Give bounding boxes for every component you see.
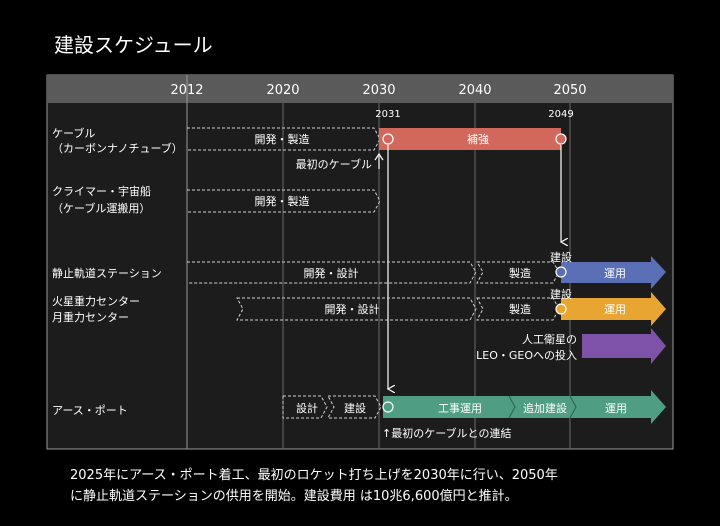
station-build-label: 建設	[550, 250, 572, 264]
year-label-2050: 2050	[553, 83, 586, 98]
port-works-label: 工事運用	[438, 402, 482, 415]
satellite-insertion-label-2: LEO・GEOへの投入	[476, 348, 577, 362]
row-label-mars-center: 火星重力センター	[52, 294, 140, 308]
first-cable-arrowhead	[374, 152, 384, 161]
centers-ops-bar	[561, 292, 666, 326]
page-title: 建設スケジュール	[54, 33, 213, 57]
port-design-label: 設計	[296, 401, 318, 415]
centers-mfg-bar	[476, 297, 560, 321]
centers-build-milestone	[555, 303, 567, 315]
cable-end-milestone	[555, 133, 567, 145]
marker-2049-label: 2049	[548, 109, 573, 120]
first-cable-annotation: 最初のケーブル	[296, 157, 372, 171]
year-header	[47, 75, 673, 103]
row-label-earth-port: アース・ポート	[52, 404, 128, 417]
station-mfg-label: 製造	[509, 266, 531, 280]
row-label-cable-sub: （カーボンナノチューブ）	[52, 141, 183, 155]
cable-start-milestone	[382, 133, 394, 145]
centers-dev-label: 開発・設計	[325, 302, 380, 316]
cable-reinforce-bar	[379, 128, 561, 150]
row-label-climber-sub: （ケーブル運搬用）	[52, 201, 150, 215]
first-cable-link-annotation: ↑最初のケーブルとの連結	[382, 426, 511, 440]
station-ops-label: 運用	[604, 267, 626, 280]
centers-dev-bar	[236, 297, 477, 321]
year-label-2012: 2012	[170, 83, 203, 98]
port-build-bar	[327, 395, 382, 419]
port-ops-label: 運用	[605, 402, 627, 415]
year-label-2020: 2020	[266, 83, 299, 98]
centers-build-label: 建設	[550, 287, 572, 301]
cable-dev-label: 開発・製造	[255, 132, 310, 146]
station-ops-bar	[561, 256, 666, 289]
centers-mfg-label: 製造	[509, 302, 531, 316]
port-design-bar	[282, 395, 328, 419]
station-build-milestone	[555, 266, 567, 278]
station-dev-label: 開発・設計	[304, 266, 359, 280]
cable-reinforce-label: 補強	[467, 133, 489, 146]
port-phase-separators	[508, 395, 577, 419]
port-ops-bar	[383, 390, 666, 424]
station-mfg-bar	[476, 261, 560, 284]
year-label-2030: 2030	[362, 83, 395, 98]
row-label-climber: クライマー・宇宙船	[52, 184, 151, 198]
year-label-2040: 2040	[458, 83, 491, 98]
port-build-label: 建設	[344, 401, 366, 415]
row-label-moon-center: 月重力センター	[52, 310, 129, 324]
row-label-station: 静止軌道ステーション	[52, 266, 162, 280]
satellite-insertion-label-1: 人工衛星の	[522, 333, 577, 346]
row-label-cable: ケーブル	[52, 126, 95, 140]
climber-dev-label: 開発・製造	[255, 194, 310, 208]
satellite-insertion-bar	[582, 328, 666, 364]
caption-line-1: 2025年にアース・ポート着工、最初のロケット打ち上げを2030年に行い、205…	[70, 467, 558, 483]
marker-2031-label: 2031	[375, 109, 400, 120]
port-extra-build-label: 追加建設	[523, 401, 567, 415]
centers-ops-label: 運用	[604, 303, 626, 316]
station-dev-bar	[187, 261, 477, 284]
caption-line-2: に静止軌道ステーションの供用を開始。建設費用 は10兆6,600億円と推計。	[70, 488, 518, 504]
port-link-milestone	[382, 401, 394, 413]
